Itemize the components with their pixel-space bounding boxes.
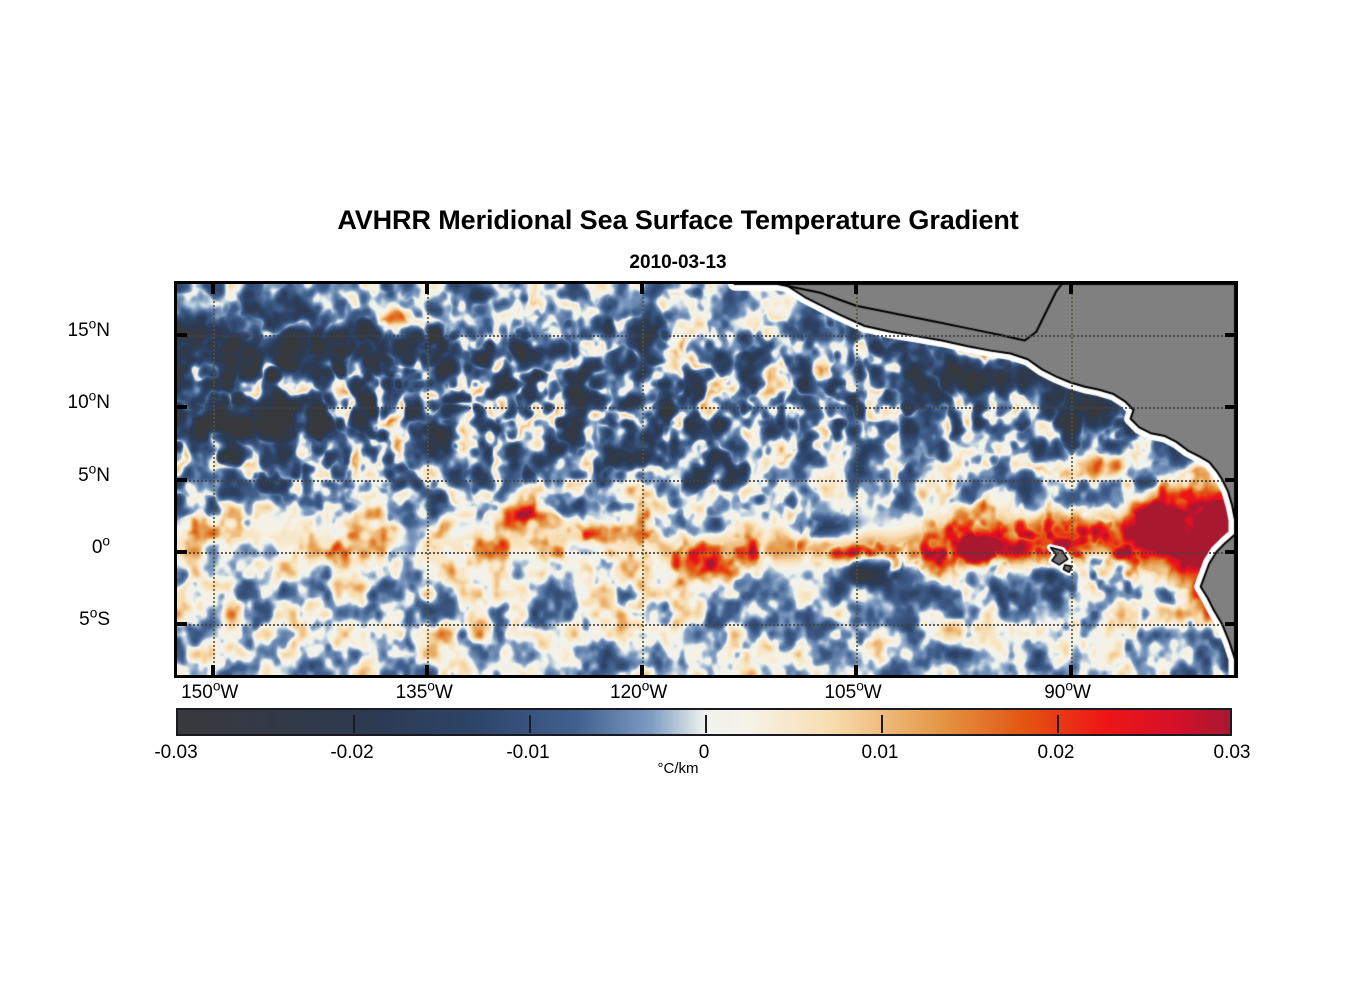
colorbar-tick-label: -0.02	[330, 742, 374, 763]
x-axis-tick-label: 105oW	[824, 678, 882, 703]
colorbar-tick-label: 0.01	[861, 742, 899, 763]
gridline-lon	[1070, 284, 1073, 675]
colorbar-tick-label: 0	[698, 742, 710, 763]
x-axis-tick	[210, 665, 215, 676]
colorbar-tick-label: -0.01	[506, 742, 550, 763]
gridline-lon	[641, 284, 644, 675]
colorbar-tick	[529, 715, 531, 733]
x-axis-tick	[854, 283, 859, 294]
x-axis-tick	[639, 283, 644, 294]
y-axis-tick	[1225, 332, 1236, 337]
x-axis-tick	[210, 283, 215, 294]
y-axis-tick	[176, 477, 187, 482]
colorbar-tick	[705, 715, 707, 733]
x-axis-tick-label: 135oW	[395, 678, 453, 703]
map-axes	[174, 281, 1238, 678]
y-axis-tick	[176, 405, 187, 410]
colorbar-tick-label: 0.02	[1037, 742, 1075, 763]
y-axis-tick-label: 15oN	[67, 316, 110, 341]
x-axis-tick	[425, 283, 430, 294]
x-axis-tick-label: 90oW	[1044, 678, 1091, 703]
colorbar-tick	[1057, 715, 1059, 733]
y-axis-tick	[176, 332, 187, 337]
gridline-lat	[177, 407, 1235, 410]
colorbar	[176, 708, 1232, 736]
y-axis-tick-label: 5oN	[78, 461, 110, 486]
x-axis-tick	[639, 665, 644, 676]
gridline-lon	[212, 284, 215, 675]
gridline-lon	[427, 284, 430, 675]
colorbar-unit-label: °C/km	[657, 760, 699, 777]
y-axis-tick	[1225, 549, 1236, 554]
x-axis-tick-label: 120oW	[610, 678, 668, 703]
y-axis-tick	[1225, 477, 1236, 482]
page-title: AVHRR Meridional Sea Surface Temperature…	[337, 205, 1019, 235]
gridline-lat	[177, 624, 1235, 627]
colorbar-gradient	[178, 710, 1230, 734]
gridline-lon	[856, 284, 859, 675]
x-axis-tick	[1068, 283, 1073, 294]
gridline-lat	[177, 334, 1235, 337]
y-axis-tick	[1225, 622, 1236, 627]
y-axis-tick	[176, 549, 187, 554]
colorbar-tick	[353, 715, 355, 733]
colorbar-tick	[881, 715, 883, 733]
x-axis-tick-label: 150oW	[181, 678, 239, 703]
y-axis-tick	[176, 622, 187, 627]
gridline-lat	[177, 551, 1235, 554]
gridline-lat	[177, 479, 1235, 482]
colorbar-tick-label: 0.03	[1213, 742, 1251, 763]
y-axis-tick-label: 10oN	[67, 388, 110, 414]
colorbar-tick-label: -0.03	[154, 742, 198, 763]
x-axis-tick	[1068, 665, 1073, 676]
y-axis-tick-label: 0o	[91, 533, 110, 558]
x-axis-tick	[425, 665, 430, 676]
y-axis-tick-label: 5oS	[79, 605, 110, 631]
y-axis-tick	[1225, 405, 1236, 410]
figure-date-subtitle: 2010-03-13	[629, 252, 727, 273]
x-axis-tick	[854, 665, 859, 676]
